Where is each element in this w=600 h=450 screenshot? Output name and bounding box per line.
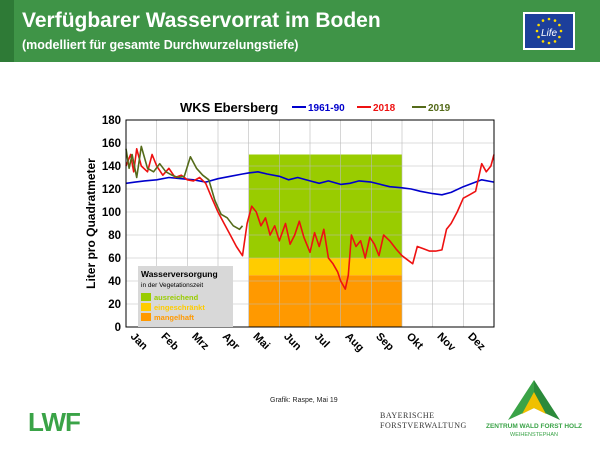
tree-icon (508, 380, 560, 420)
water-storage-chart: 0 20 40 60 80 100 120 140 160 180 Jan Feb Mrz Apr Mai… (84, 100, 495, 355)
y-tick-label: 80 (108, 230, 121, 242)
x-tick-label: Jun (281, 331, 304, 354)
lwf-logo: LWF (28, 407, 81, 437)
supply-legend-label: eingeschränkt (154, 303, 205, 312)
y-tick-label: 60 (108, 253, 121, 265)
credit-text: Grafik: Raspe, Mai 19 (270, 397, 338, 404)
plot-frame (125, 119, 495, 328)
eu-star-icon (553, 40, 557, 43)
supply-legend-subtitle: in der Vegetationszeit (141, 282, 203, 289)
y-tick-labels: 0 20 40 60 80 100 120 140 160 180 (102, 115, 121, 334)
legend-label: 2018 (373, 103, 396, 114)
supply-legend-box (138, 266, 233, 327)
y-tick-label: 20 (108, 299, 121, 311)
supply-legend-title: Wasserversorgung (141, 269, 218, 279)
band-2 (248, 275, 402, 327)
x-tick-label: Mai (251, 331, 272, 352)
eu-logo-text: Life (541, 28, 558, 39)
page-subtitle: (modelliert für gesamte Durchwurzelungst… (22, 38, 299, 52)
supply-legend-swatch (141, 303, 151, 311)
supply-legend-label: ausreichend (154, 293, 199, 302)
x-tick-label: Feb (159, 331, 182, 354)
y-tick-label: 40 (108, 276, 121, 288)
page-title: Verfügbarer Wasservorrat im Boden (22, 9, 381, 32)
y-tick-label: 140 (102, 161, 121, 173)
header-accent (0, 0, 14, 62)
eu-star-icon (541, 19, 545, 22)
zentrum-line1: ZENTRUM WALD FORST HOLZ (485, 423, 583, 430)
legend: 1961-90 2018 2019 (292, 103, 451, 114)
x-tick-label: Aug (343, 331, 367, 355)
eu-star-icon (547, 17, 551, 21)
x-tick-label: Okt (404, 331, 426, 353)
supply-legend-swatch (141, 293, 151, 301)
x-tick-label: Mrz (189, 331, 211, 353)
x-tick-label: Nov (435, 331, 459, 355)
legend-label: 2019 (428, 103, 451, 114)
supply-legend: Wasserversorgung in der Vegetationszeit au… (138, 266, 233, 327)
x-tick-label: Jan (128, 331, 150, 353)
series-line-1 (125, 148, 495, 290)
supply-bands (248, 154, 402, 327)
eu-star-icon (535, 29, 539, 33)
series-line-2 (125, 145, 244, 231)
chart-title: WKS Ebersberg (180, 100, 278, 115)
series-lines (125, 145, 495, 290)
y-tick-label: 180 (102, 115, 121, 127)
eu-star-icon (537, 35, 540, 39)
bayern-forstverwaltung-logo: BAYERISCHE FORSTVERWALTUNG (380, 411, 467, 431)
eu-star-icon (558, 35, 561, 39)
x-tick-label: Apr (220, 331, 242, 353)
band-1 (248, 258, 402, 276)
eu-star-icon (553, 19, 557, 22)
x-tick-label: Sep (373, 331, 396, 354)
supply-legend-swatch (141, 313, 151, 321)
x-tick-label: Dez (465, 331, 488, 354)
x-tick-label: Jul (312, 331, 332, 351)
eu-life-logo: Life (523, 12, 575, 50)
x-tick-labels: Jan Feb Mrz Apr Mai Jun Jul Aug Sep Okt Nov Dez (128, 331, 488, 355)
y-tick-label: 120 (102, 184, 121, 196)
series-line-0 (125, 171, 495, 196)
legend-label: 1961-90 (308, 103, 345, 114)
eu-star-icon (537, 23, 540, 27)
eu-star-icon (559, 29, 563, 33)
y-tick-label: 0 (115, 322, 121, 334)
y-tick-label: 160 (102, 138, 121, 150)
header-banner: Verfügbarer Wasservorrat im Boden (model… (0, 0, 600, 62)
eu-star-icon (558, 23, 561, 27)
bayern-line2: FORSTVERWALTUNG (380, 421, 467, 430)
eu-star-icon (547, 41, 551, 45)
y-tick-label: 100 (102, 207, 121, 219)
zentrum-line2: WEIHENSTEPHAN (510, 432, 558, 438)
zentrum-wald-logo: ZENTRUM WALD FORST HOLZ WEIHENSTEPHAN (478, 378, 590, 442)
bayern-line1: BAYERISCHE (380, 411, 435, 420)
y-axis-label: Liter pro Quadratmeter (84, 158, 98, 289)
eu-star-icon (541, 40, 545, 43)
supply-legend-label: mangelhaft (154, 313, 195, 322)
